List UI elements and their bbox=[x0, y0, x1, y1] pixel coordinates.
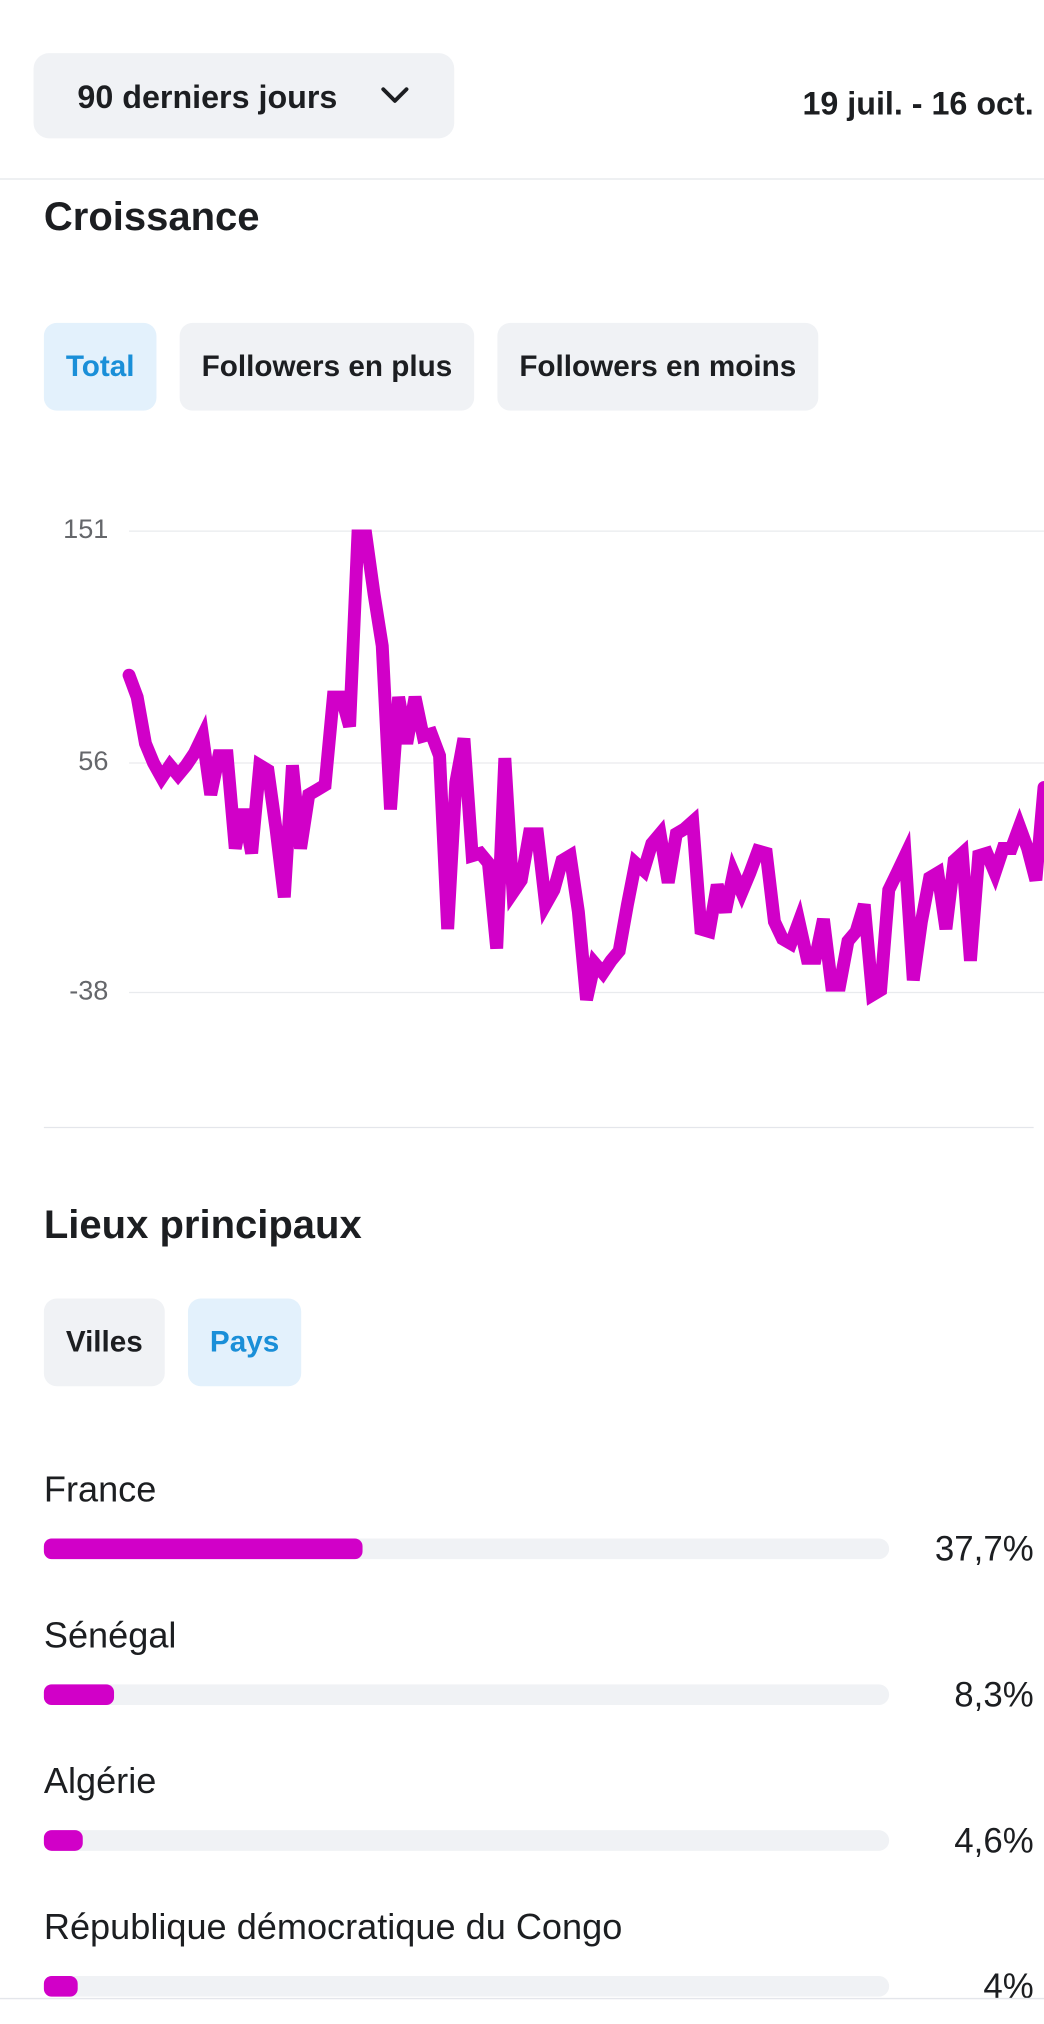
bar-track bbox=[43, 1684, 890, 1705]
bar bbox=[43, 1538, 363, 1560]
chevron-icon[interactable] bbox=[381, 87, 409, 103]
tab-label[interactable]: Followers en moins bbox=[519, 350, 796, 383]
bar bbox=[43, 1684, 115, 1705]
tab-label[interactable]: Pays bbox=[210, 1325, 279, 1358]
bar-track bbox=[43, 1975, 890, 1997]
value-label: 8,3% bbox=[954, 1675, 1033, 1714]
tab-label[interactable]: Total bbox=[66, 350, 135, 383]
bar bbox=[43, 1830, 83, 1851]
country-name: Algérie bbox=[44, 1760, 156, 1801]
value-label: 4,6% bbox=[954, 1821, 1033, 1860]
period-button[interactable] bbox=[33, 53, 455, 139]
tab[interactable] bbox=[187, 1298, 302, 1387]
period-label[interactable]: 90 derniers jours bbox=[77, 79, 337, 115]
country-name: Sénégal bbox=[44, 1614, 177, 1655]
tab[interactable] bbox=[43, 1298, 165, 1387]
bottom-bar bbox=[0, 1997, 1044, 2024]
tab[interactable] bbox=[497, 322, 819, 411]
bar bbox=[43, 1975, 78, 1997]
y-tick-label: -38 bbox=[69, 975, 108, 1006]
growth-line bbox=[122, 529, 1044, 1006]
date-range: 19 juil. - 16 oct. bbox=[802, 86, 1033, 122]
value-label: 37,7% bbox=[935, 1530, 1034, 1569]
tab-label[interactable]: Villes bbox=[66, 1325, 143, 1358]
tab[interactable] bbox=[179, 322, 475, 411]
section-title: Croissance bbox=[44, 195, 260, 239]
section-title: Lieux principaux bbox=[44, 1203, 362, 1247]
y-tick-label: 151 bbox=[63, 513, 108, 544]
country-name: France bbox=[44, 1469, 156, 1510]
bar-track bbox=[43, 1830, 890, 1851]
tab[interactable] bbox=[43, 322, 157, 411]
y-tick-label: 56 bbox=[78, 745, 108, 776]
country-name: République démocratique du Congo bbox=[44, 1906, 622, 1947]
tab-label[interactable]: Followers en plus bbox=[202, 350, 453, 383]
